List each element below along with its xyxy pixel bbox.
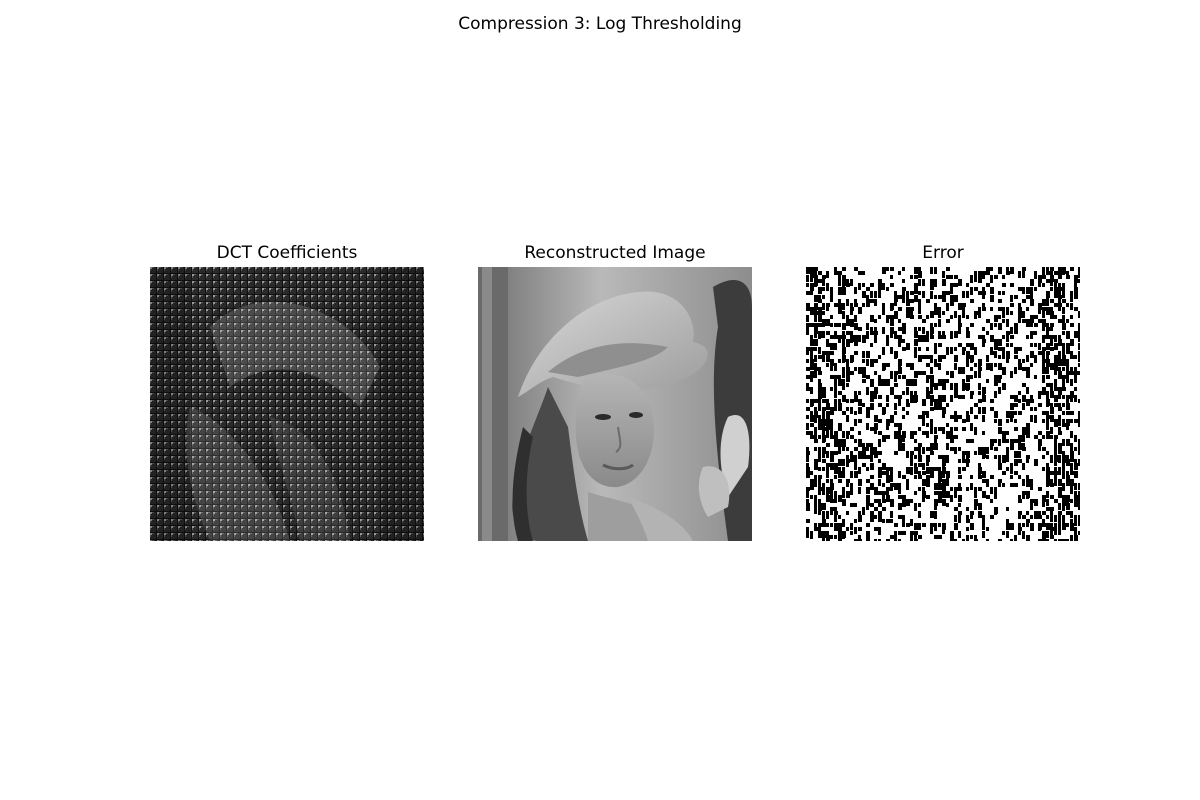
dct-coefficients-title: DCT Coefficients [216,243,358,263]
figure-title: Compression 3: Log Thresholding [458,14,742,34]
error-title: Error [922,243,964,263]
dct-coefficients-image [150,267,424,541]
reconstructed-image-title: Reconstructed Image [524,243,706,263]
error-image [806,267,1080,541]
reconstructed-image [478,267,752,541]
